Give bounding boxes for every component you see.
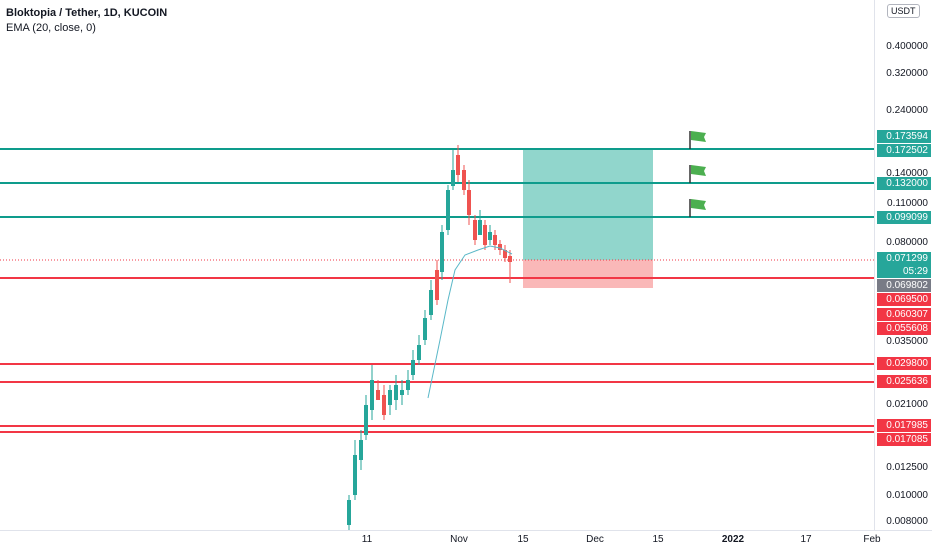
price-label[interactable]: 0.069802 xyxy=(877,279,931,292)
candle-body xyxy=(411,360,415,375)
flag-icon xyxy=(691,165,706,176)
candle-body xyxy=(376,390,380,400)
candle-body xyxy=(498,244,502,250)
price-tick: 0.012500 xyxy=(886,462,928,473)
price-label[interactable]: 0.132000 xyxy=(877,177,931,190)
price-tick: 0.035000 xyxy=(886,336,928,347)
price-label[interactable]: 0.099099 xyxy=(877,211,931,224)
price-label[interactable]: 05:29 xyxy=(877,265,931,278)
candle-body xyxy=(488,232,492,240)
candle-body xyxy=(508,256,512,262)
price-tick: 0.400000 xyxy=(886,41,928,52)
symbol-title[interactable]: Bloktopia / Tether, 1D, KUCOIN xyxy=(6,7,168,19)
candle-body xyxy=(493,235,497,245)
candle-body xyxy=(347,500,351,525)
candle-body xyxy=(446,190,450,230)
time-tick: 11 xyxy=(361,534,373,545)
price-tick: 0.240000 xyxy=(886,105,928,116)
price-label[interactable]: 0.060307 xyxy=(877,308,931,321)
price-label[interactable]: 0.055608 xyxy=(877,322,931,335)
candle-body xyxy=(435,270,439,300)
time-tick: Dec xyxy=(586,534,604,545)
currency-badge[interactable]: USDT xyxy=(887,4,920,18)
price-tick: 0.010000 xyxy=(886,490,928,501)
price-label[interactable]: 0.029800 xyxy=(877,357,931,370)
flag-icon xyxy=(691,199,706,210)
ema-indicator-label[interactable]: EMA (20, close, 0) xyxy=(6,22,96,34)
price-label[interactable]: 0.172502 xyxy=(877,144,931,157)
candle-body xyxy=(462,170,466,190)
flag-icon xyxy=(691,131,706,142)
chart-canvas[interactable] xyxy=(0,0,874,530)
candle-body xyxy=(483,225,487,245)
time-tick: 2022 xyxy=(721,534,745,545)
price-tick: 0.110000 xyxy=(887,198,928,209)
time-axis[interactable]: 11 Nov 15 Dec 15 2022 17 Feb xyxy=(0,530,932,550)
price-label[interactable]: 0.025636 xyxy=(877,375,931,388)
time-tick: Nov xyxy=(450,534,468,545)
price-tick: 0.008000 xyxy=(886,516,928,527)
candle-body xyxy=(473,220,477,240)
time-tick: 17 xyxy=(800,534,812,545)
chart-legend: Bloktopia / Tether, 1D, KUCOIN EMA (20, … xyxy=(6,6,167,36)
price-tick: 0.021000 xyxy=(886,399,928,410)
candle-body xyxy=(370,380,374,410)
candle-body xyxy=(456,155,460,175)
candle-body xyxy=(417,345,421,360)
candle-body xyxy=(388,390,392,405)
candle-body xyxy=(423,318,427,340)
chart-area[interactable]: Bloktopia / Tether, 1D, KUCOIN EMA (20, … xyxy=(0,0,874,530)
candle-body xyxy=(394,385,398,400)
candle-body xyxy=(478,220,482,235)
time-tick: 15 xyxy=(652,534,664,545)
time-tick: 15 xyxy=(517,534,529,545)
price-tick: 0.320000 xyxy=(886,68,928,79)
price-tick: 0.080000 xyxy=(886,237,928,248)
price-axis[interactable]: USDT 0.400000 0.320000 0.240000 0.140000 0.1… xyxy=(874,0,932,530)
candle-body xyxy=(467,190,471,215)
position-loss-zone xyxy=(523,260,653,288)
price-label[interactable]: 0.173594 xyxy=(877,130,931,143)
candle-body xyxy=(429,290,433,315)
position-profit-zone xyxy=(523,149,653,260)
candle-body xyxy=(503,250,507,258)
candle-body xyxy=(440,232,444,272)
candle-body xyxy=(382,395,386,415)
price-label[interactable]: 0.069500 xyxy=(877,293,931,306)
candle-body xyxy=(400,390,404,395)
price-label[interactable]: 0.071299 xyxy=(877,252,931,265)
time-tick: Feb xyxy=(863,534,881,545)
candle-body xyxy=(353,455,357,495)
price-label[interactable]: 0.017085 xyxy=(877,433,931,446)
price-label[interactable]: 0.017985 xyxy=(877,419,931,432)
candle-body xyxy=(451,170,455,186)
candle-body xyxy=(364,405,368,435)
candle-body xyxy=(406,380,410,390)
candle-body xyxy=(359,440,363,460)
price-tick: 0.140000 xyxy=(886,168,928,179)
ema-line xyxy=(427,245,513,399)
